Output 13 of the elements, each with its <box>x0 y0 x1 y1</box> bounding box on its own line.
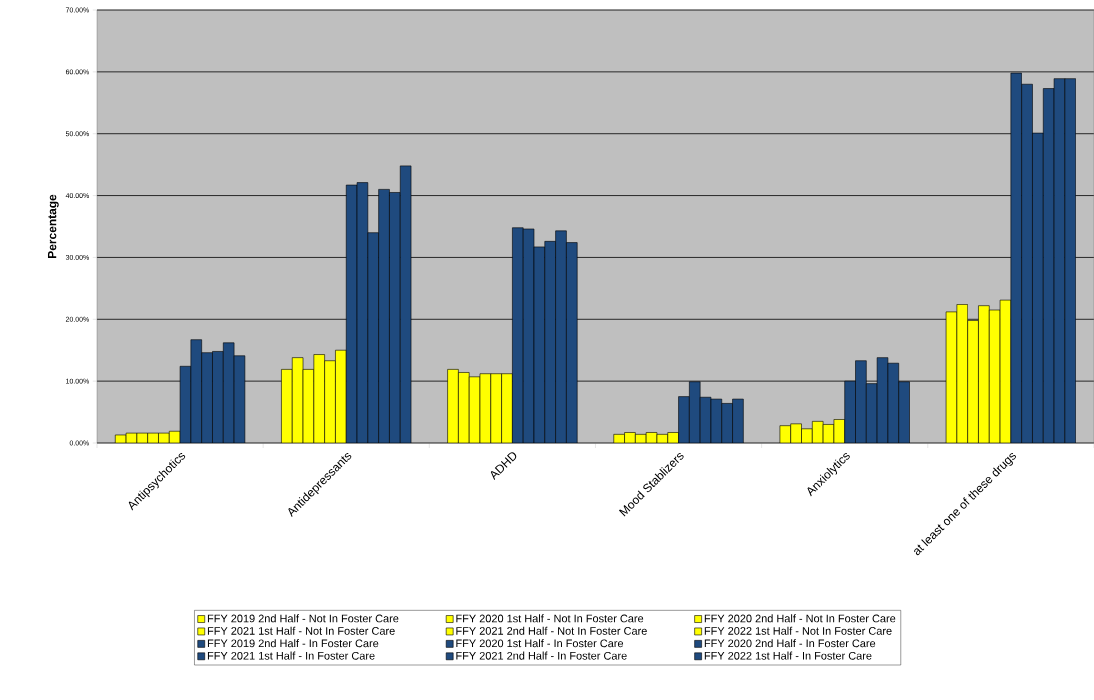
legend-label: FFY 2019 2nd Half - Not In Foster Care <box>207 614 399 623</box>
legend-label: FFY 2020 2nd Half - In Foster Care <box>704 639 876 648</box>
legend-label: FFY 2022 1st Half - Not In Foster Care <box>704 626 892 635</box>
legend-label: FFY 2021 2nd Half - Not In Foster Care <box>456 626 647 635</box>
y-axis-title: Percentage <box>47 194 59 258</box>
legend-label: FFY 2020 1st Half - Not In Foster Care <box>456 614 644 623</box>
legend-label: FFY 2020 2nd Half - Not In Foster Care <box>704 614 896 623</box>
legend-label: FFY 2021 2nd Half - In Foster Care <box>456 651 627 660</box>
legend-label: FFY 2020 1st Half - In Foster Care <box>456 639 624 648</box>
legend-label: FFY 2022 1st Half - In Foster Care <box>704 651 872 660</box>
legend-label: FFY 2019 2nd Half - In Foster Care <box>207 639 379 648</box>
legend-label: FFY 2021 1st Half - Not In Foster Care <box>207 626 395 635</box>
legend-label: FFY 2021 1st Half - In Foster Care <box>207 651 375 660</box>
